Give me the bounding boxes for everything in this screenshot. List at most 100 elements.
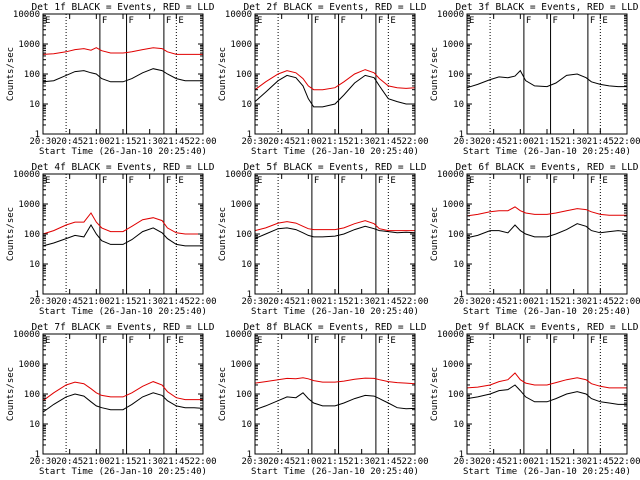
series-line-events [254, 225, 416, 240]
y-tick-label: 10000 [225, 330, 252, 340]
x-tick-label: 22:00 [613, 457, 640, 467]
x-tick-label: 21:45 [587, 457, 614, 467]
y-tick-label: 10000 [225, 170, 252, 180]
y-tick-label: 10000 [13, 10, 40, 20]
x-tick-label: 21:15 [109, 297, 136, 307]
x-axis-label: Start Time (26-Jan-10 20:25:40) [251, 307, 419, 317]
marker-flag-label: F [526, 336, 531, 346]
x-tick-label: 21:30 [136, 457, 163, 467]
x-tick-label: 21:30 [136, 297, 163, 307]
marker-flag-label: F [166, 176, 171, 186]
series-line-lld [42, 47, 203, 55]
series-line-events [254, 392, 416, 411]
x-tick-label: 21:00 [507, 457, 534, 467]
y-axis-label: Counts/sec [430, 47, 440, 101]
x-tick-label: 22:00 [401, 457, 428, 467]
y-tick-label: 1 [35, 290, 40, 300]
y-tick-label: 1 [35, 130, 40, 140]
x-tick-label: 21:15 [321, 297, 348, 307]
x-tick-label: 21:15 [533, 137, 560, 147]
x-tick-label: 20:45 [480, 457, 507, 467]
y-tick-label: 1 [35, 450, 40, 460]
y-tick-label: 1 [459, 130, 464, 140]
marker-flag-label: E [390, 16, 395, 26]
y-axis-label: Counts/sec [6, 207, 16, 261]
marker-flag-label: E [257, 176, 262, 186]
y-tick-label: 1000 [230, 360, 252, 370]
x-tick-label: 20:30 [241, 137, 268, 147]
plot-frame [254, 333, 416, 455]
y-tick-label: 1 [459, 290, 464, 300]
y-tick-label: 100 [236, 70, 252, 80]
y-tick-label: 1000 [230, 200, 252, 210]
series-line-lld [254, 377, 416, 385]
marker-flag-label: F [341, 176, 346, 186]
series-line-events [42, 224, 203, 247]
series-line-events [254, 74, 415, 108]
x-tick-label: 21:30 [560, 297, 587, 307]
y-tick-label: 10 [453, 260, 464, 270]
y-tick-label: 1000 [18, 360, 40, 370]
x-tick-label: 21:30 [348, 457, 375, 467]
marker-flag-label: E [257, 16, 262, 26]
x-tick-label: 22:00 [189, 137, 216, 147]
marker-flag-label: F [526, 16, 531, 26]
marker-flag-label: F [378, 16, 383, 26]
x-tick-label: 21:30 [560, 137, 587, 147]
series-line-events [466, 384, 627, 405]
y-axis-label: Counts/sec [430, 367, 440, 421]
plot-frame [42, 13, 204, 135]
marker-flag-label: F [129, 336, 134, 346]
x-tick-label: 21:15 [321, 137, 348, 147]
y-tick-label: 1 [247, 450, 252, 460]
marker-flag-label: E [469, 16, 474, 26]
x-tick-label: 21:15 [109, 457, 136, 467]
series-line-lld [42, 381, 203, 402]
series-line-lld [466, 206, 627, 217]
y-tick-label: 10 [29, 100, 40, 110]
marker-flag-label: F [553, 176, 558, 186]
marker-flag-label: E [469, 176, 474, 186]
y-tick-label: 1000 [18, 200, 40, 210]
y-tick-label: 10000 [437, 330, 464, 340]
chart-title: Det 5f BLACK = Events, RED = LLD [243, 162, 426, 173]
x-tick-label: 20:30 [29, 457, 56, 467]
x-tick-label: 21:00 [83, 457, 110, 467]
y-tick-label: 10 [241, 420, 252, 430]
x-tick-label: 20:30 [241, 457, 268, 467]
x-tick-label: 21:30 [136, 137, 163, 147]
marker-flag-label: F [553, 16, 558, 26]
y-axis-label: Counts/sec [218, 207, 228, 261]
x-tick-label: 20:45 [56, 457, 83, 467]
y-tick-label: 1000 [18, 40, 40, 50]
x-tick-label: 21:45 [375, 297, 402, 307]
plot-frame [254, 173, 416, 295]
y-tick-label: 1000 [230, 40, 252, 50]
y-axis-label: Counts/sec [6, 47, 16, 101]
marker-flag-label: E [178, 336, 183, 346]
x-tick-label: 20:45 [268, 137, 295, 147]
marker-flag-label: F [378, 336, 383, 346]
y-tick-label: 1 [247, 290, 252, 300]
chart-title: Det 1f BLACK = Events, RED = LLD [31, 2, 214, 13]
y-tick-label: 100 [24, 70, 40, 80]
y-tick-label: 10 [453, 420, 464, 430]
marker-flag-label: F [341, 336, 346, 346]
marker-flag-label: F [166, 16, 171, 26]
y-tick-label: 100 [448, 230, 464, 240]
x-axis-label: Start Time (26-Jan-10 20:25:40) [39, 467, 207, 477]
x-tick-label: 21:45 [587, 137, 614, 147]
marker-flag-label: F [590, 16, 595, 26]
marker-flag-label: F [526, 176, 531, 186]
y-tick-label: 1000 [442, 200, 464, 210]
x-tick-label: 21:15 [533, 297, 560, 307]
x-tick-label: 20:30 [453, 137, 480, 147]
x-tick-label: 22:00 [613, 297, 640, 307]
plot-frame [42, 333, 204, 455]
marker-flag-label: F [314, 176, 319, 186]
chart-title: Det 9f BLACK = Events, RED = LLD [455, 322, 638, 333]
x-tick-label: 21:45 [375, 457, 402, 467]
